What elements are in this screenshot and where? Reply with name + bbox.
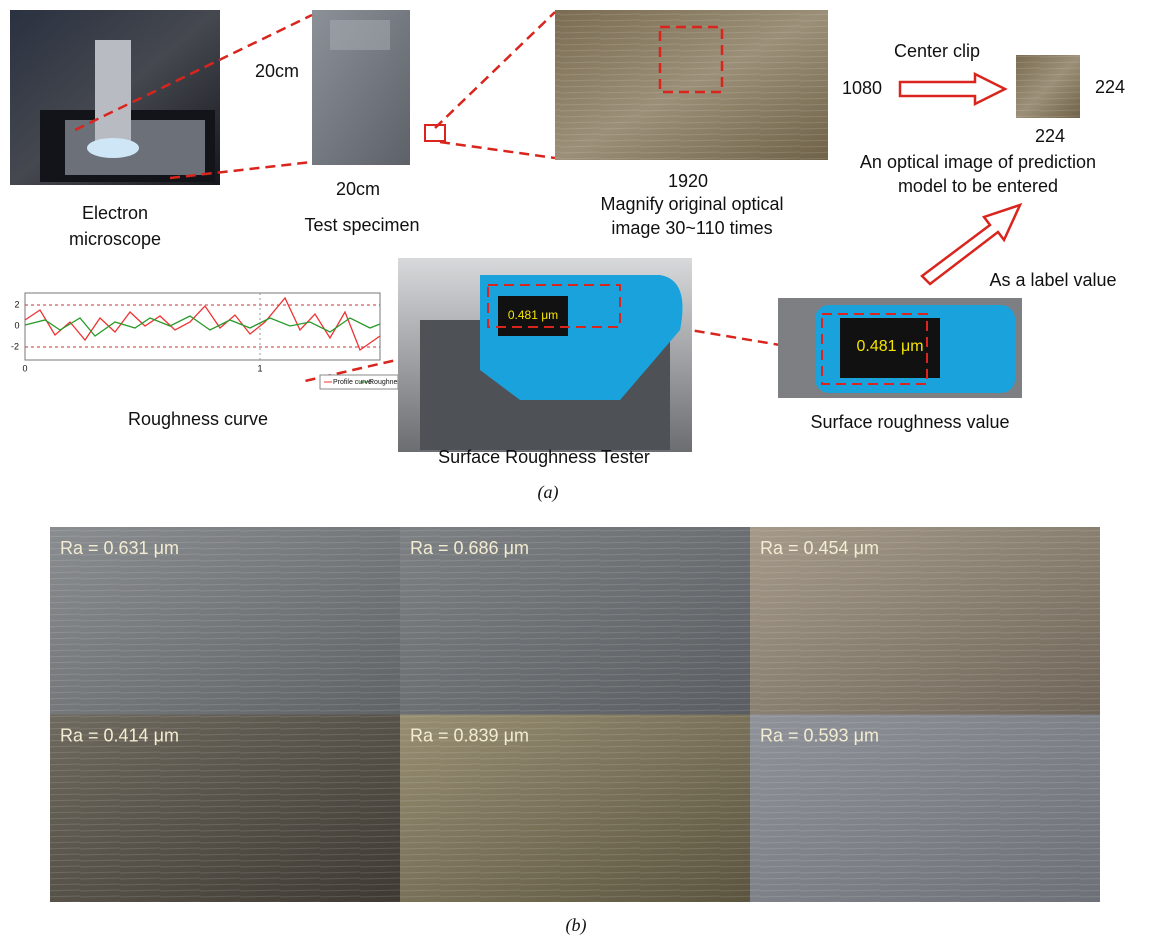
figure: Profile curve Roughness curve 2 0 -2 0 1…: [0, 0, 1152, 946]
ra-label: Ra = 0.454 μm: [760, 538, 879, 558]
caption: (b): [566, 915, 587, 936]
legend-entry: Profile curve: [333, 379, 372, 386]
magnified-photo: [555, 10, 828, 160]
specimen-photo: [312, 10, 445, 165]
screen-reading: 0.481 μm: [508, 308, 558, 322]
dimension: 1920: [668, 171, 708, 191]
dimension: 224: [1095, 77, 1125, 97]
value-photo: 0.481 μm: [778, 298, 1022, 398]
tester-photo: 0.481 μm: [398, 258, 692, 452]
x-tick-label: 1: [257, 363, 262, 373]
x-tick-label: 0: [22, 363, 27, 373]
y-tick-label: 2: [14, 299, 19, 309]
label: Test specimen: [304, 215, 419, 235]
label: Surface roughness value: [810, 412, 1009, 432]
label: Surface Roughness Tester: [438, 447, 650, 467]
label: Roughness curve: [128, 409, 268, 429]
ra-label: Ra = 0.839 μm: [410, 725, 529, 745]
y-tick-label: 0: [14, 320, 19, 330]
label: An optical image of prediction: [860, 152, 1096, 172]
label: model to be entered: [898, 176, 1058, 196]
label: image 30~110 times: [611, 218, 772, 238]
panel-b: Ra = 0.631 μm Ra = 0.686 μm Ra = 0.454 μm R…: [50, 527, 1100, 902]
dimension: 20cm: [336, 179, 380, 199]
dimension: 224: [1035, 126, 1065, 146]
clip-photo: [1016, 55, 1080, 118]
caption: (a): [538, 482, 559, 503]
y-tick-label: -2: [11, 341, 19, 351]
dimension: 1080: [842, 78, 882, 98]
label: As a label value: [989, 270, 1116, 290]
microscope-photo: [10, 10, 220, 185]
dimension: 20cm: [255, 61, 299, 81]
label: Electron: [82, 203, 148, 223]
label: Magnify original optical: [600, 194, 783, 214]
ra-label: Ra = 0.414 μm: [60, 725, 179, 745]
ra-label: Ra = 0.686 μm: [410, 538, 529, 558]
screen-reading: 0.481 μm: [856, 338, 923, 355]
clip-arrow: [900, 74, 1005, 104]
label: Center clip: [894, 41, 980, 61]
label: microscope: [69, 229, 161, 249]
ra-label: Ra = 0.631 μm: [60, 538, 179, 558]
roughness-chart: Profile curve Roughness curve 2 0 -2 0 1: [11, 293, 424, 389]
ra-label: Ra = 0.593 μm: [760, 725, 879, 745]
